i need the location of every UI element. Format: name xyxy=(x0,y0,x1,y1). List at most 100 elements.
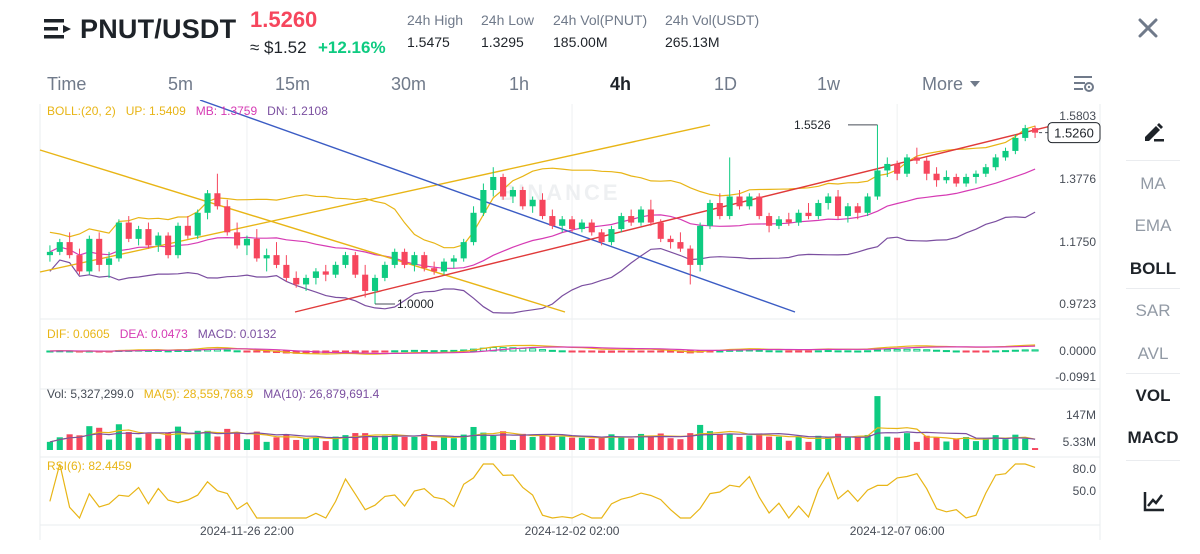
candle xyxy=(234,222,241,249)
candle xyxy=(667,235,674,249)
candle xyxy=(145,222,152,249)
candle xyxy=(56,238,63,256)
sidebar-item-ema[interactable]: EMA xyxy=(1134,216,1172,235)
macd-bar xyxy=(716,350,724,353)
sidebar-item-avl[interactable]: AVL xyxy=(1137,344,1169,363)
candle xyxy=(657,219,664,243)
volume-bar xyxy=(431,441,438,450)
candle-body xyxy=(884,163,891,171)
candle-body xyxy=(362,274,369,291)
candle-body xyxy=(519,189,526,207)
volume-bar xyxy=(76,435,83,450)
candle xyxy=(1012,134,1019,155)
macd-bar xyxy=(1031,349,1039,352)
volume-bar xyxy=(263,441,270,450)
candle xyxy=(303,274,310,291)
volume-bar xyxy=(293,439,300,450)
candle xyxy=(1022,124,1029,142)
candle-body xyxy=(569,219,576,230)
candle-body xyxy=(234,232,241,246)
chart-type-icon[interactable] xyxy=(1142,490,1166,512)
volume-bar xyxy=(411,436,418,450)
draw-tool-icon[interactable] xyxy=(1142,120,1166,142)
candle xyxy=(263,248,270,272)
menu-icon[interactable] xyxy=(44,18,72,40)
candle-body xyxy=(352,255,359,275)
tab-1h[interactable]: 1h xyxy=(509,74,530,94)
volume-bar xyxy=(992,435,999,450)
candle xyxy=(371,274,379,304)
tab-1w[interactable]: 1w xyxy=(817,74,841,94)
candle xyxy=(470,206,477,246)
candle xyxy=(381,261,388,282)
tab-more[interactable]: More xyxy=(922,74,981,95)
macd-bar xyxy=(824,350,832,353)
low-marker-label: 1.0000 xyxy=(397,297,434,311)
macd-bar xyxy=(381,350,389,353)
candle xyxy=(834,189,842,220)
close-icon[interactable] xyxy=(1136,16,1160,40)
volume-bar xyxy=(115,424,122,450)
volume-bar xyxy=(697,424,704,450)
volume-bar xyxy=(391,434,398,450)
macd-bar xyxy=(637,350,645,353)
candle-body xyxy=(56,242,63,252)
stat-24h-low: 24h Low 1.3295 xyxy=(481,12,534,50)
sidebar-item-vol[interactable]: VOL xyxy=(1135,386,1171,405)
candle xyxy=(1002,147,1009,161)
candle-body xyxy=(115,222,122,259)
candle-body xyxy=(86,238,93,272)
rsi-tick-label: 80.0 xyxy=(1073,462,1097,476)
volume-bar xyxy=(105,439,113,450)
volume-bar xyxy=(844,436,851,450)
high-marker-label: 1.5526 xyxy=(794,118,831,132)
volume-bar xyxy=(421,433,428,450)
candle xyxy=(184,216,191,239)
candle xyxy=(105,251,113,278)
stat-label: 24h Low xyxy=(481,12,534,28)
candle-body xyxy=(628,216,635,223)
tab-5m[interactable]: 5m xyxy=(168,74,194,94)
sidebar-item-sar[interactable]: SAR xyxy=(1135,301,1171,320)
tab-30m[interactable]: 30m xyxy=(391,74,427,94)
volume-bar xyxy=(204,430,211,450)
candle xyxy=(963,173,970,187)
macd-bar xyxy=(667,350,675,353)
candle xyxy=(66,232,73,259)
candle xyxy=(844,203,851,223)
last-price: 1.5260 xyxy=(250,7,318,32)
stat-24h-vol-base: 24h Vol(PNUT) 185.00M xyxy=(553,12,647,50)
tab-1d[interactable]: 1D xyxy=(714,74,738,94)
candle-body xyxy=(490,176,497,190)
candle xyxy=(618,212,625,233)
kline-chart[interactable]: BINANCE 1.5803 1.3776 1.1750 0.9723 1.5526 1.0… xyxy=(0,100,1110,540)
sidebar-item-ma[interactable]: MA xyxy=(1140,174,1166,193)
candle xyxy=(253,229,260,262)
volume-bar xyxy=(854,437,861,450)
sidebar-item-macd[interactable]: MACD xyxy=(1127,428,1179,447)
candle-body xyxy=(844,206,851,217)
binance-watermark: BINANCE xyxy=(499,180,620,205)
trend-line-yellow xyxy=(39,124,711,273)
volume-bar xyxy=(214,436,221,450)
candle xyxy=(115,219,122,262)
volume-bar xyxy=(598,437,605,450)
sidebar-item-boll[interactable]: BOLL xyxy=(1129,259,1177,278)
pair-title[interactable]: PNUT/USDT xyxy=(80,14,237,44)
tab-time[interactable]: Time xyxy=(47,74,87,94)
macd-bar xyxy=(391,350,399,353)
candle-body xyxy=(657,222,664,239)
volume-bar xyxy=(943,441,950,450)
volume-bar xyxy=(933,437,940,450)
volume-bar xyxy=(1032,448,1039,450)
volume-bar xyxy=(165,432,172,450)
macd-bar xyxy=(450,349,458,352)
candle-body xyxy=(608,229,615,243)
macd-bar xyxy=(982,350,990,353)
chart-settings-icon[interactable] xyxy=(1073,74,1095,94)
tab-4h[interactable]: 4h xyxy=(610,74,632,94)
candle-body xyxy=(578,222,585,230)
macd-bar xyxy=(627,350,635,353)
boll-lower-line xyxy=(49,211,1036,314)
tab-15m[interactable]: 15m xyxy=(275,74,311,94)
